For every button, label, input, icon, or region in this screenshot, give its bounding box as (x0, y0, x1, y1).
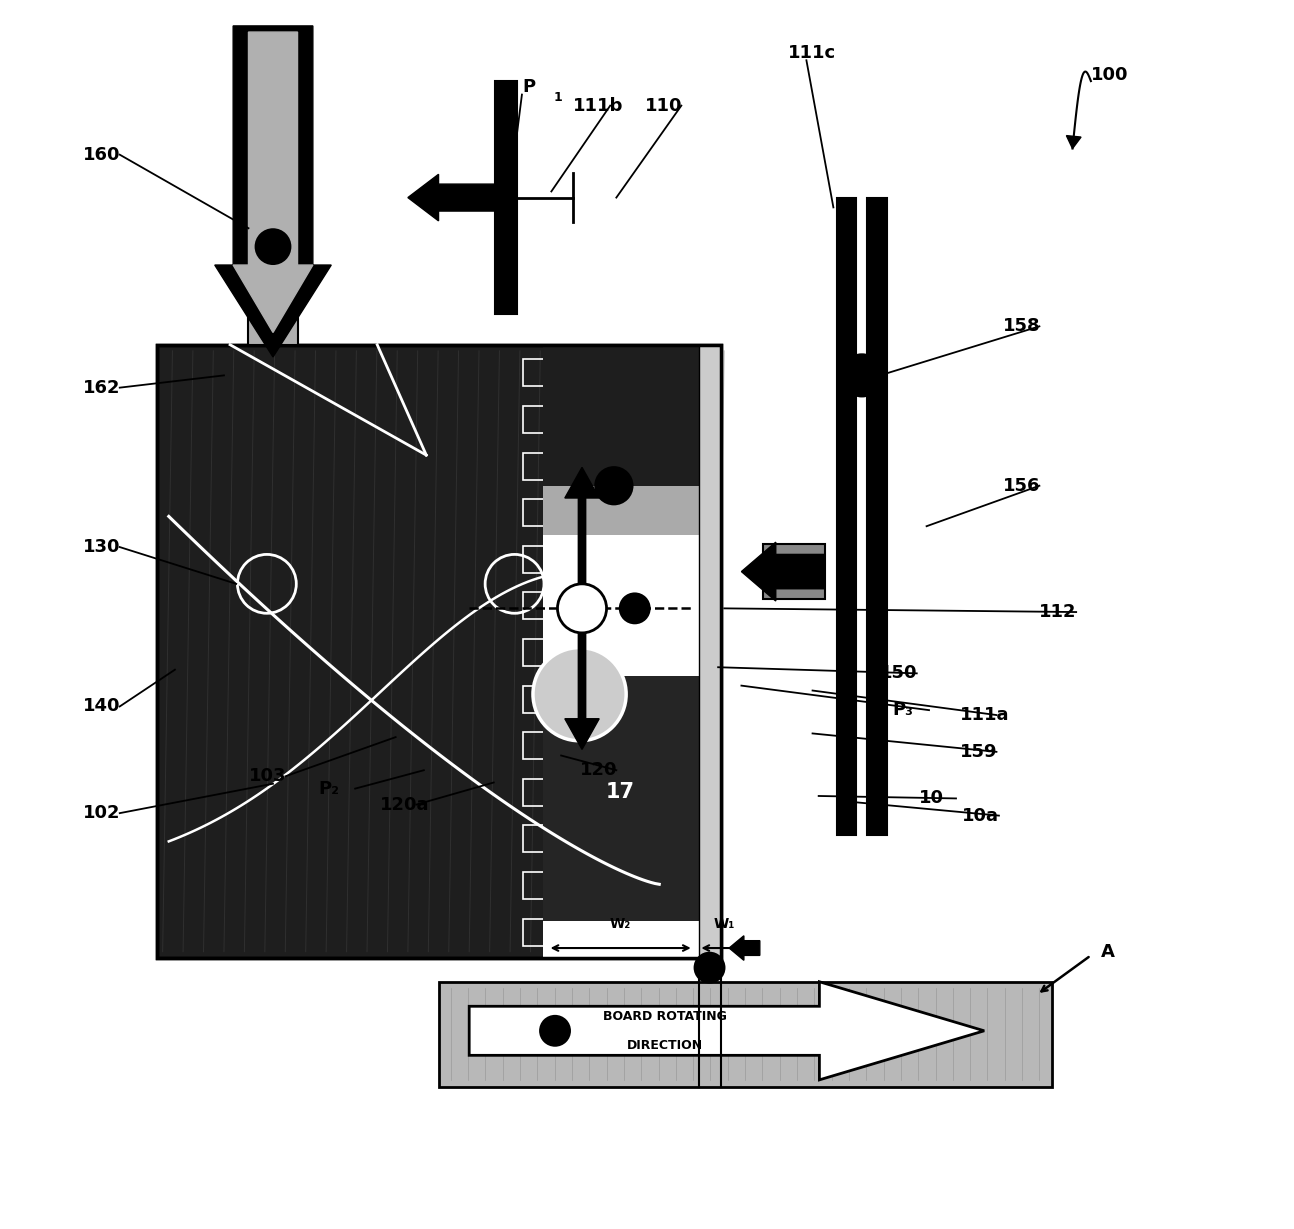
Text: 160: 160 (83, 146, 120, 163)
Text: DIRECTION: DIRECTION (628, 1039, 704, 1052)
Text: 17: 17 (606, 783, 635, 803)
Text: 156: 156 (1003, 477, 1040, 495)
Bar (523, 359, 555, 386)
Text: 1: 1 (554, 91, 563, 103)
Bar (542, 344, 721, 957)
Text: 130: 130 (83, 538, 120, 556)
Text: A: A (1101, 943, 1114, 961)
Bar (523, 826, 555, 853)
Bar (523, 918, 555, 945)
FancyArrow shape (233, 32, 313, 333)
Bar (157, 344, 721, 957)
Text: 162: 162 (83, 379, 120, 397)
Bar (542, 344, 721, 504)
FancyArrow shape (1066, 135, 1080, 149)
Bar (494, 81, 518, 315)
Text: 103: 103 (248, 767, 286, 785)
FancyArrow shape (729, 935, 760, 960)
Text: BOARD ROTATING: BOARD ROTATING (603, 1009, 727, 1023)
Text: P: P (521, 79, 534, 96)
Circle shape (840, 353, 884, 397)
Bar (523, 873, 555, 898)
Bar (248, 149, 298, 344)
Polygon shape (470, 982, 985, 1080)
Circle shape (558, 584, 607, 633)
Text: 10a: 10a (963, 806, 999, 825)
Circle shape (255, 229, 291, 265)
Text: W₂: W₂ (609, 917, 631, 932)
Bar (523, 452, 555, 479)
Bar (523, 406, 555, 433)
Bar (523, 639, 555, 666)
Bar (699, 344, 721, 957)
Bar (523, 546, 555, 573)
Text: 102: 102 (83, 804, 120, 822)
Circle shape (533, 648, 626, 741)
Text: 158: 158 (1003, 317, 1040, 336)
Bar (837, 198, 857, 836)
Text: 112: 112 (1039, 603, 1077, 621)
Bar (867, 198, 886, 836)
Text: P₂: P₂ (318, 779, 339, 798)
Text: 120: 120 (580, 761, 617, 779)
Text: 120a: 120a (379, 795, 430, 814)
Circle shape (619, 592, 651, 624)
Text: 111b: 111b (573, 97, 624, 114)
Text: 100: 100 (1091, 66, 1128, 84)
FancyArrow shape (565, 627, 599, 750)
Bar (523, 732, 555, 760)
FancyArrow shape (741, 542, 824, 601)
Text: W₁: W₁ (713, 917, 735, 932)
FancyArrow shape (215, 26, 331, 356)
Text: 150: 150 (880, 665, 917, 682)
Bar (523, 499, 555, 526)
Bar (157, 344, 721, 957)
Bar (523, 592, 555, 619)
Text: 111a: 111a (960, 705, 1009, 724)
FancyArrow shape (565, 467, 599, 590)
FancyArrow shape (408, 175, 512, 221)
Bar (439, 982, 1052, 1086)
Text: 140: 140 (83, 698, 120, 715)
Text: P₃: P₃ (893, 702, 914, 719)
Circle shape (594, 466, 634, 505)
Bar (542, 485, 721, 535)
Bar (523, 779, 555, 806)
Bar (542, 676, 721, 921)
Text: 111c: 111c (788, 44, 836, 61)
Bar (763, 544, 824, 600)
Circle shape (540, 1015, 571, 1047)
Bar (523, 686, 555, 713)
Text: 110: 110 (644, 97, 682, 114)
Text: 159: 159 (960, 742, 998, 761)
Circle shape (694, 951, 726, 983)
Text: 10: 10 (919, 789, 945, 807)
